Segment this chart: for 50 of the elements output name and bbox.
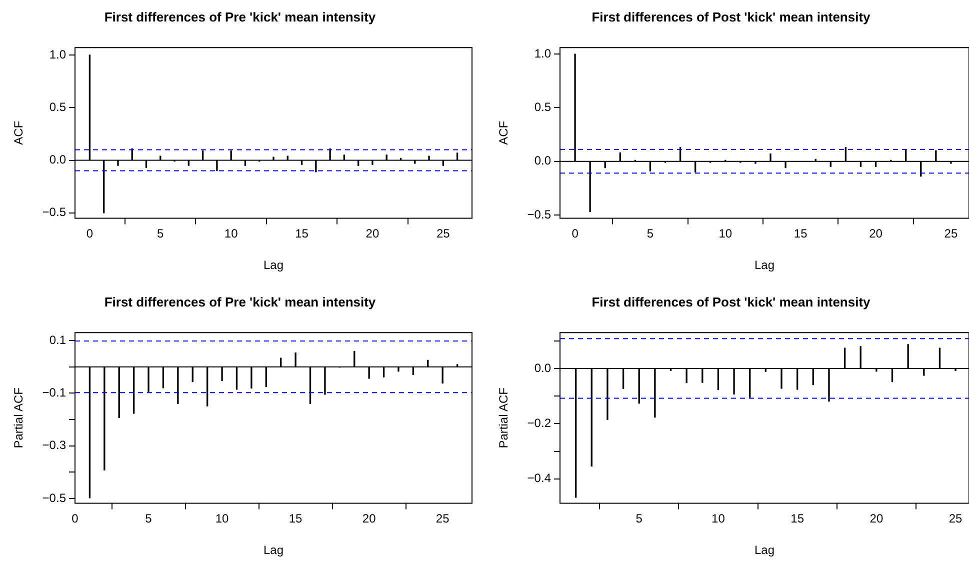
y-tick-label: 1.0 (49, 47, 66, 62)
y-tick-label: 0.5 (534, 100, 552, 114)
y-tick-label: 0.0 (534, 360, 552, 375)
x-axis-title: Lag (754, 258, 775, 272)
x-tick-label: 5 (636, 512, 643, 526)
x-tick-label: 25 (436, 226, 450, 241)
x-tick-label: 5 (145, 512, 152, 526)
y-tick-label: −0.5 (42, 490, 66, 505)
x-tick-label: 15 (295, 226, 309, 241)
x-tick-label: 25 (944, 226, 958, 241)
y-axis-title: Partial ACF (12, 388, 26, 448)
chart-title: First differences of Pre 'kick' mean intensity (104, 9, 376, 24)
x-tick-label: 25 (436, 512, 450, 526)
y-tick-label: 1.0 (534, 46, 552, 60)
x-tick-label: 15 (794, 226, 808, 241)
x-tick-label: 10 (718, 226, 732, 241)
x-tick-label: 5 (157, 226, 164, 241)
y-tick-label: −0.5 (527, 207, 552, 222)
x-tick-label: 0 (72, 512, 79, 526)
x-axis-title: Lag (754, 543, 775, 558)
chart-title: First differences of Post 'kick' mean intensity (592, 9, 872, 24)
x-tick-label: 20 (870, 512, 884, 526)
x-tick-label: 10 (712, 512, 726, 526)
x-tick-label: 10 (224, 226, 238, 241)
y-tick-label: 0.1 (49, 332, 66, 347)
x-tick-label: 20 (869, 226, 883, 241)
y-tick-label: 0.5 (49, 100, 66, 114)
y-axis-title: ACF (12, 120, 26, 145)
y-tick-label: 0.0 (49, 152, 66, 167)
y-tick-label: −0.4 (527, 471, 552, 486)
x-tick-label: 10 (215, 512, 230, 526)
x-tick-label: 20 (362, 512, 376, 526)
x-tick-label: 20 (366, 226, 380, 241)
x-axis-title: Lag (263, 543, 284, 558)
y-axis-title: Partial ACF (496, 388, 511, 448)
x-tick-label: 15 (790, 512, 804, 526)
x-tick-label: 25 (948, 512, 963, 526)
x-axis-title: Lag (263, 258, 284, 272)
chart-title: First differences of Pre 'kick' mean intensity (104, 294, 376, 310)
x-tick-label: 0 (572, 226, 579, 241)
y-axis-title: ACF (496, 120, 511, 145)
y-tick-label: −0.5 (42, 205, 66, 220)
x-tick-label: 5 (646, 226, 654, 241)
y-tick-label: −0.2 (527, 416, 552, 430)
y-tick-label: −0.3 (42, 438, 66, 452)
x-tick-label: 0 (86, 226, 94, 241)
y-tick-label: −0.1 (42, 385, 66, 400)
x-tick-label: 15 (288, 512, 303, 526)
y-tick-label: 0.0 (534, 154, 552, 168)
chart-title: First differences of Post 'kick' mean intensity (592, 294, 872, 310)
